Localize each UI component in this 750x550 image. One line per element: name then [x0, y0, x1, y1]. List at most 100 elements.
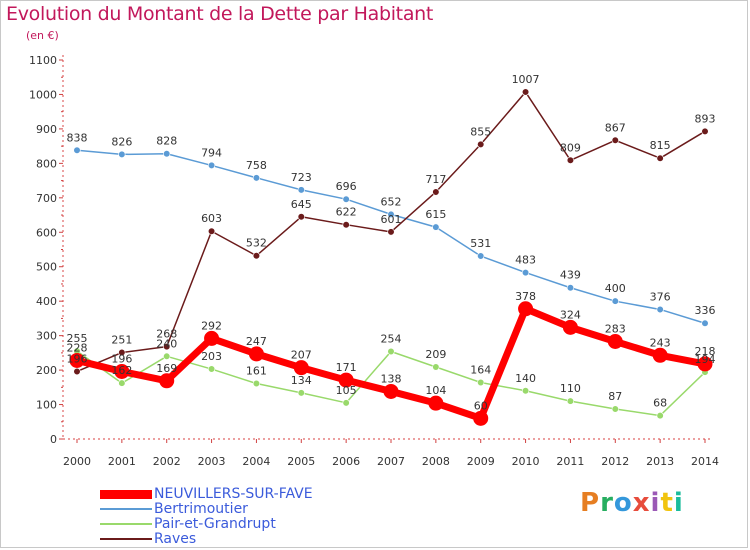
data-point: [163, 343, 171, 351]
data-point: [701, 319, 709, 327]
logo-letter: P: [580, 488, 601, 518]
data-point: [114, 363, 130, 379]
data-label: 203: [201, 350, 222, 363]
data-label: 169: [156, 362, 177, 375]
data-label: 161: [246, 365, 267, 378]
legend-swatch: [100, 538, 152, 540]
data-point: [207, 161, 216, 170]
x-tick-label: 2002: [153, 455, 181, 468]
data-point: [652, 347, 668, 363]
data-point: [701, 127, 709, 135]
data-point: [297, 213, 305, 221]
proxiti-logo: Proxiti: [580, 488, 684, 518]
data-point: [207, 365, 216, 373]
data-label: 855: [470, 125, 491, 138]
data-point: [477, 252, 485, 260]
data-point: [248, 346, 264, 362]
data-label: 243: [650, 336, 671, 349]
data-label: 336: [695, 304, 716, 317]
data-label: 228: [67, 341, 88, 354]
data-point: [611, 297, 619, 305]
legend-swatch: [100, 489, 152, 499]
x-tick-label: 2012: [601, 455, 629, 468]
data-point: [159, 373, 175, 389]
data-point: [118, 379, 126, 387]
y-tick-label: 0: [50, 433, 57, 446]
data-point: [293, 360, 309, 376]
data-point: [656, 411, 664, 420]
data-label: 283: [605, 322, 626, 335]
data-label: 134: [291, 374, 312, 387]
chart-title: Evolution du Montant de la Dette par Hab…: [6, 3, 434, 25]
data-label: 758: [246, 159, 267, 172]
data-label: 483: [515, 254, 536, 267]
data-label: 218: [695, 345, 716, 358]
data-label: 815: [650, 139, 671, 152]
data-label: 110: [560, 382, 581, 395]
y-tick-label: 800: [36, 157, 57, 170]
data-point: [432, 223, 440, 231]
x-tick-label: 2005: [287, 455, 315, 468]
legend-item: NEUVILLERS-SUR-FAVE: [100, 486, 313, 502]
y-tick-label: 500: [36, 261, 57, 274]
data-point: [297, 389, 305, 397]
x-tick-label: 2001: [108, 455, 136, 468]
data-label: 60: [474, 399, 488, 412]
data-point: [297, 186, 305, 194]
y-tick-label: 400: [36, 295, 57, 308]
data-label: 251: [111, 334, 132, 347]
data-label: 652: [381, 195, 402, 208]
logo-letter: i: [650, 488, 661, 518]
data-point: [656, 154, 664, 162]
data-point: [163, 150, 171, 158]
legend-label: Pair-et-Grandrupt: [154, 516, 276, 532]
data-point: [383, 383, 399, 399]
data-point: [518, 301, 534, 317]
x-tick-label: 2010: [512, 455, 540, 468]
data-point: [342, 399, 350, 407]
data-label: 240: [156, 337, 177, 350]
y-tick-label: 700: [36, 192, 57, 205]
data-label: 292: [201, 319, 222, 332]
data-label: 532: [246, 237, 267, 250]
logo-letter: t: [660, 488, 674, 518]
data-point: [521, 88, 530, 96]
data-label: 209: [425, 348, 446, 361]
data-label: 696: [336, 180, 357, 193]
data-label: 164: [470, 363, 491, 376]
data-label: 247: [246, 335, 267, 348]
data-point: [207, 227, 216, 235]
data-label: 376: [650, 290, 671, 303]
data-label: 867: [605, 121, 626, 134]
data-point: [73, 146, 81, 154]
x-tick-label: 2003: [198, 455, 226, 468]
data-point: [432, 363, 440, 371]
data-point: [562, 319, 578, 335]
data-point: [656, 305, 664, 314]
legend-item: Pair-et-Grandrupt: [100, 516, 276, 532]
y-tick-label: 1000: [29, 88, 57, 101]
data-point: [521, 268, 530, 277]
data-point: [387, 210, 395, 218]
data-label: 171: [336, 361, 357, 374]
data-label: 645: [291, 198, 312, 211]
data-label: 622: [336, 206, 357, 219]
data-label: 87: [608, 390, 622, 403]
data-point: [473, 410, 489, 426]
data-label: 717: [425, 173, 446, 186]
data-label: 809: [560, 141, 581, 154]
data-point: [204, 330, 220, 346]
x-tick-label: 2014: [691, 455, 719, 468]
x-tick-label: 2000: [63, 455, 91, 468]
legend-item: Raves: [100, 531, 196, 547]
data-label: 138: [381, 372, 402, 385]
data-point: [118, 348, 126, 357]
data-label: 254: [381, 332, 402, 345]
data-point: [163, 352, 171, 360]
data-label: 603: [201, 212, 222, 225]
data-label: 378: [515, 290, 536, 303]
data-point: [607, 333, 623, 349]
data-label: 828: [156, 135, 177, 148]
y-tick-label: 100: [36, 399, 57, 412]
